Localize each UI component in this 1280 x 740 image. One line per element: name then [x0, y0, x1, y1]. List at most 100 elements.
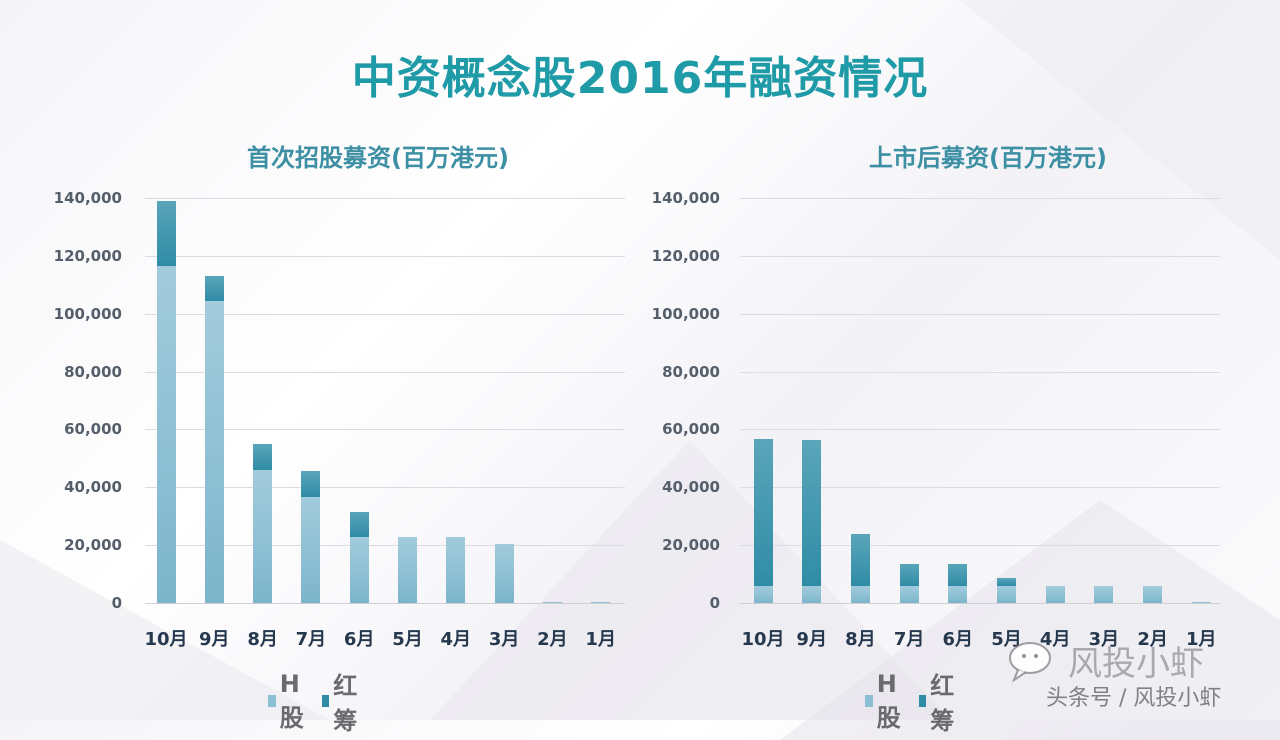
- gridline: [740, 545, 1220, 546]
- bar-segment-h-share: [349, 537, 369, 603]
- bar-segment-red-chip: [204, 276, 224, 301]
- bar-segment-h-share: [591, 602, 611, 603]
- bar-segment-h-share: [948, 586, 968, 603]
- y-axis-tick-label: 100,000: [53, 304, 122, 323]
- legend-label: H股: [279, 669, 304, 732]
- bar-segment-h-share: [1143, 586, 1163, 603]
- x-axis-tick-label: 1月: [585, 629, 616, 650]
- gridline: [145, 372, 625, 373]
- bar-segment-h-share: [446, 537, 466, 603]
- bar-segment-red-chip: [948, 564, 968, 587]
- legend-swatch-icon: [919, 695, 927, 707]
- gridline: [145, 256, 625, 257]
- bar-6月: [349, 511, 369, 603]
- gridline: [145, 198, 625, 199]
- y-axis-tick-label: 80,000: [64, 362, 122, 381]
- watermark-name: 风投小虾: [1068, 644, 1204, 684]
- y-axis-tick-label: 20,000: [662, 536, 720, 555]
- chart-legend: H股 红筹: [268, 666, 362, 736]
- bar-segment-h-share: [1045, 585, 1065, 603]
- y-axis-tick-label: 20,000: [64, 536, 122, 555]
- y-axis-tick-label: 140,000: [53, 189, 122, 207]
- x-axis-tick-label: 7月: [893, 629, 925, 650]
- y-axis-tick-label: 100,000: [651, 304, 720, 323]
- gridline: [740, 198, 1220, 199]
- bar-10月: [156, 200, 176, 603]
- bar-segment-h-share: [398, 537, 417, 603]
- bar-7月: [301, 471, 321, 603]
- gridline: [145, 429, 625, 430]
- bar-2月: [1143, 586, 1163, 603]
- x-axis-tick-label: 6月: [343, 629, 375, 650]
- bar-segment-h-share: [253, 469, 273, 603]
- x-axis-tick-label: 10月: [144, 629, 188, 650]
- bar-3月: [1094, 585, 1114, 603]
- legend-item-red_chip: 红筹: [322, 666, 362, 736]
- x-axis-tick-label: 3月: [1088, 629, 1120, 650]
- bar-segment-h-share: [494, 543, 514, 603]
- bar-segment-h-share: [753, 585, 773, 603]
- gridline: [740, 256, 1220, 257]
- gridline: [145, 487, 625, 488]
- bar-6月: [948, 564, 968, 603]
- legend-label: H股: [876, 669, 901, 732]
- x-axis-tick-label: 8月: [845, 629, 876, 650]
- bar-7月: [899, 564, 919, 603]
- bar-segment-red-chip: [899, 564, 919, 586]
- bar-segment-h-share: [1094, 585, 1114, 603]
- y-axis-tick-label: 40,000: [662, 478, 720, 497]
- x-axis-tick-label: 2月: [537, 629, 568, 650]
- x-axis-tick-label: 6月: [942, 629, 974, 650]
- bar-9月: [802, 440, 822, 603]
- bar-segment-red-chip: [253, 443, 273, 470]
- x-axis-line: [145, 603, 625, 604]
- y-axis-tick-label: 120,000: [53, 246, 122, 265]
- x-axis-tick-label: 7月: [295, 629, 327, 650]
- x-axis-line: [740, 603, 1220, 604]
- bar-10月: [753, 439, 773, 603]
- legend-item-red_chip: 红筹: [919, 666, 959, 736]
- bar-8月: [253, 443, 273, 603]
- legend-swatch-icon: [865, 695, 873, 707]
- bar-3月: [494, 543, 514, 603]
- bar-segment-h-share: [301, 497, 321, 603]
- bar-segment-h-share: [850, 585, 870, 603]
- bar-segment-h-share: [542, 602, 562, 603]
- y-axis-tick-label: 60,000: [64, 420, 122, 439]
- bar-5月: [997, 578, 1016, 603]
- legend-swatch-icon: [268, 695, 276, 707]
- legend-swatch-icon: [322, 695, 330, 707]
- bar-segment-h-share: [802, 585, 822, 603]
- gridline: [740, 372, 1220, 373]
- bar-segment-red-chip: [753, 439, 773, 586]
- bar-segment-h-share: [156, 265, 176, 603]
- y-axis-tick-label: 140,000: [651, 189, 720, 207]
- y-axis-tick-label: 0: [111, 594, 122, 612]
- bar-segment-red-chip: [850, 534, 870, 586]
- bar-4月: [446, 537, 466, 603]
- bar-8月: [850, 534, 870, 603]
- legend-label: 红筹: [930, 672, 955, 735]
- x-axis-tick-label: 4月: [440, 629, 472, 650]
- y-axis-tick-label: 80,000: [662, 362, 720, 381]
- legend-label: 红筹: [333, 672, 358, 735]
- background-shape: [960, 0, 1280, 260]
- watermark-subtitle: 头条号 / 风投小虾: [1046, 686, 1222, 711]
- bar-segment-red-chip: [997, 578, 1016, 587]
- wechat-icon: [1008, 640, 1064, 684]
- legend-item-h_share: H股: [865, 670, 905, 733]
- y-axis-tick-label: 120,000: [651, 246, 720, 265]
- x-axis-tick-label: 9月: [199, 629, 230, 650]
- bar-segment-h-share: [1191, 602, 1211, 603]
- chart-legend: H股 红筹: [865, 666, 959, 736]
- bar-1月: [1191, 602, 1211, 603]
- gridline: [740, 429, 1220, 430]
- x-axis-tick-label: 5月: [991, 629, 1022, 650]
- chart-title: 首次招股募资(百万港元): [247, 144, 509, 172]
- bar-4月: [1045, 585, 1065, 603]
- x-axis-tick-label: 2月: [1137, 629, 1168, 650]
- gridline: [145, 545, 625, 546]
- y-axis-tick-label: 40,000: [64, 478, 122, 497]
- bar-segment-h-share: [899, 585, 919, 603]
- bar-2月: [542, 602, 562, 603]
